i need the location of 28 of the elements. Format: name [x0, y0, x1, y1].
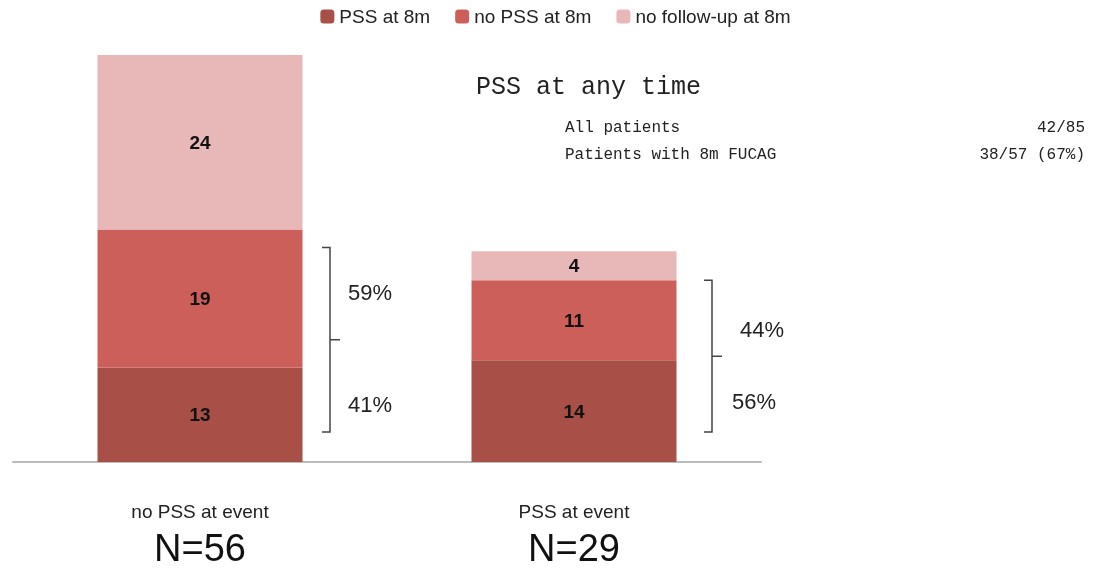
annotation: 59% — [348, 280, 393, 306]
annotation: 44% — [740, 316, 785, 342]
annotation: 41% — [348, 392, 393, 418]
data-label: 4 — [568, 255, 580, 277]
data-label: 11 — [563, 309, 585, 331]
annotation: All patients — [565, 119, 681, 137]
bar — [471, 251, 677, 281]
text: N=29 — [528, 527, 620, 569]
legend-label: PSS at 8m — [339, 6, 431, 27]
data-label: 14 — [563, 400, 585, 422]
bar — [97, 229, 303, 368]
annotation: PSS at any time — [476, 72, 702, 102]
legend-label: no follow-up at 8m — [635, 6, 791, 27]
text: 42/85 — [1036, 119, 1085, 137]
legend-label: no PSS at 8m — [474, 6, 592, 27]
annotation: 56% — [732, 388, 777, 414]
data-label: 19 — [189, 287, 211, 309]
x-tick-label: no PSS at event — [131, 501, 270, 522]
bar — [471, 280, 677, 361]
bar — [97, 55, 303, 230]
bar — [97, 367, 303, 462]
bar — [471, 360, 677, 462]
annotation: Patients with 8m FUCAG — [565, 146, 777, 164]
x-tick-label: PSS at event — [518, 501, 631, 522]
text: N=56 — [154, 527, 246, 569]
data-label: 13 — [189, 404, 211, 426]
text: 38/57 (67%) — [979, 146, 1085, 164]
data-label: 24 — [189, 131, 211, 153]
